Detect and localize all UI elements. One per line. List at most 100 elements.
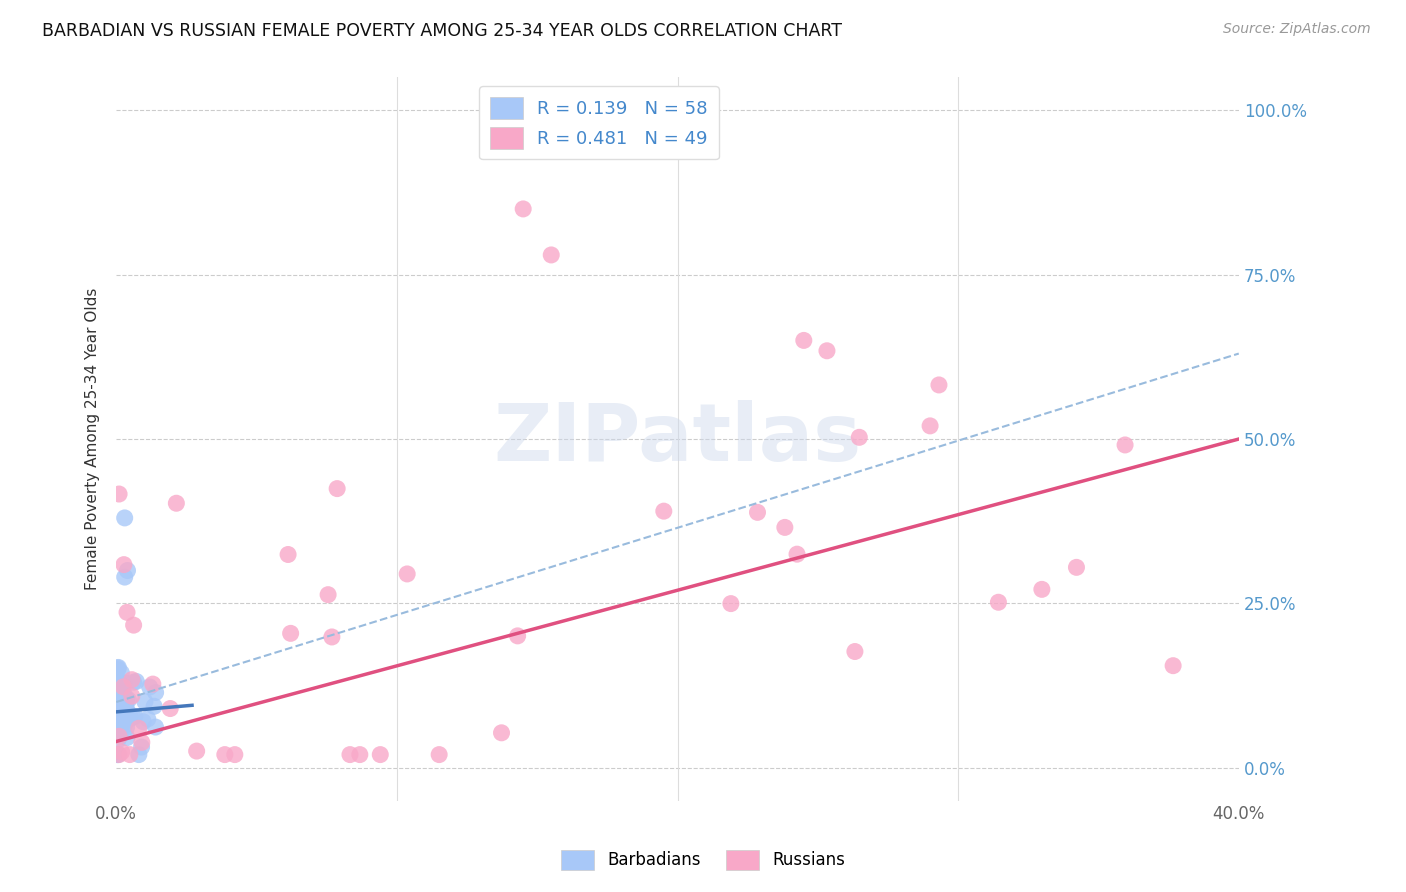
Point	[107, 660, 129, 674]
Point	[107, 747, 129, 762]
Point	[108, 747, 131, 762]
Point	[108, 729, 131, 743]
Point	[1161, 658, 1184, 673]
Point	[107, 747, 129, 762]
Point	[115, 605, 138, 619]
Point	[108, 677, 131, 691]
Point	[122, 675, 145, 690]
Point	[115, 702, 138, 716]
Point	[114, 699, 136, 714]
Y-axis label: Female Poverty Among 25-34 Year Olds: Female Poverty Among 25-34 Year Olds	[86, 288, 100, 591]
Point	[506, 629, 529, 643]
Legend: R = 0.139   N = 58, R = 0.481   N = 49: R = 0.139 N = 58, R = 0.481 N = 49	[479, 87, 718, 160]
Legend: Barbadians, Russians: Barbadians, Russians	[554, 843, 852, 877]
Point	[117, 564, 139, 578]
Point	[115, 694, 138, 708]
Point	[280, 626, 302, 640]
Point	[108, 677, 131, 691]
Point	[107, 701, 129, 715]
Point	[114, 676, 136, 690]
Point	[339, 747, 361, 762]
Point	[720, 597, 742, 611]
Point	[107, 709, 129, 723]
Point	[134, 695, 156, 709]
Point	[114, 688, 136, 702]
Point	[747, 505, 769, 519]
Point	[786, 547, 808, 561]
Point	[159, 701, 181, 715]
Point	[1031, 582, 1053, 597]
Point	[112, 680, 135, 694]
Point	[112, 558, 135, 572]
Point	[107, 714, 129, 728]
Point	[124, 709, 146, 723]
Point	[920, 418, 942, 433]
Point	[107, 663, 129, 677]
Text: BARBADIAN VS RUSSIAN FEMALE POVERTY AMONG 25-34 YEAR OLDS CORRELATION CHART: BARBADIAN VS RUSSIAN FEMALE POVERTY AMON…	[42, 22, 842, 40]
Point	[214, 747, 236, 762]
Point	[110, 693, 132, 707]
Point	[540, 248, 562, 262]
Point	[793, 334, 815, 348]
Point	[186, 744, 208, 758]
Point	[110, 715, 132, 730]
Point	[108, 706, 131, 721]
Point	[326, 482, 349, 496]
Point	[108, 680, 131, 694]
Point	[928, 378, 950, 392]
Point	[107, 661, 129, 675]
Point	[815, 343, 838, 358]
Point	[107, 707, 129, 722]
Point	[427, 747, 450, 762]
Point	[145, 685, 167, 699]
Point	[111, 692, 134, 706]
Point	[115, 721, 138, 735]
Point	[987, 595, 1010, 609]
Point	[396, 566, 419, 581]
Point	[1114, 438, 1136, 452]
Point	[128, 747, 150, 762]
Point	[145, 720, 167, 734]
Point	[107, 673, 129, 688]
Point	[112, 715, 135, 730]
Point	[115, 692, 138, 706]
Point	[110, 699, 132, 714]
Point	[107, 676, 129, 690]
Point	[1066, 560, 1088, 574]
Point	[111, 714, 134, 728]
Point	[143, 699, 166, 714]
Point	[121, 689, 143, 703]
Text: Source: ZipAtlas.com: Source: ZipAtlas.com	[1223, 22, 1371, 37]
Point	[111, 745, 134, 759]
Point	[848, 430, 870, 444]
Point	[349, 747, 371, 762]
Point	[114, 570, 136, 584]
Point	[115, 693, 138, 707]
Point	[773, 520, 796, 534]
Point	[165, 496, 187, 510]
Point	[368, 747, 391, 762]
Point	[120, 712, 142, 726]
Point	[122, 618, 145, 632]
Point	[125, 674, 148, 689]
Point	[844, 644, 866, 658]
Point	[107, 733, 129, 747]
Point	[118, 707, 141, 722]
Point	[142, 677, 165, 691]
Point	[321, 630, 343, 644]
Point	[112, 718, 135, 732]
Point	[107, 723, 129, 737]
Point	[128, 721, 150, 735]
Point	[131, 740, 153, 755]
Point	[131, 735, 153, 749]
Point	[138, 680, 160, 694]
Point	[108, 487, 131, 501]
Point	[112, 703, 135, 717]
Point	[652, 504, 675, 518]
Point	[491, 726, 513, 740]
Point	[277, 548, 299, 562]
Point	[136, 712, 159, 726]
Point	[224, 747, 246, 762]
Point	[122, 710, 145, 724]
Point	[114, 511, 136, 525]
